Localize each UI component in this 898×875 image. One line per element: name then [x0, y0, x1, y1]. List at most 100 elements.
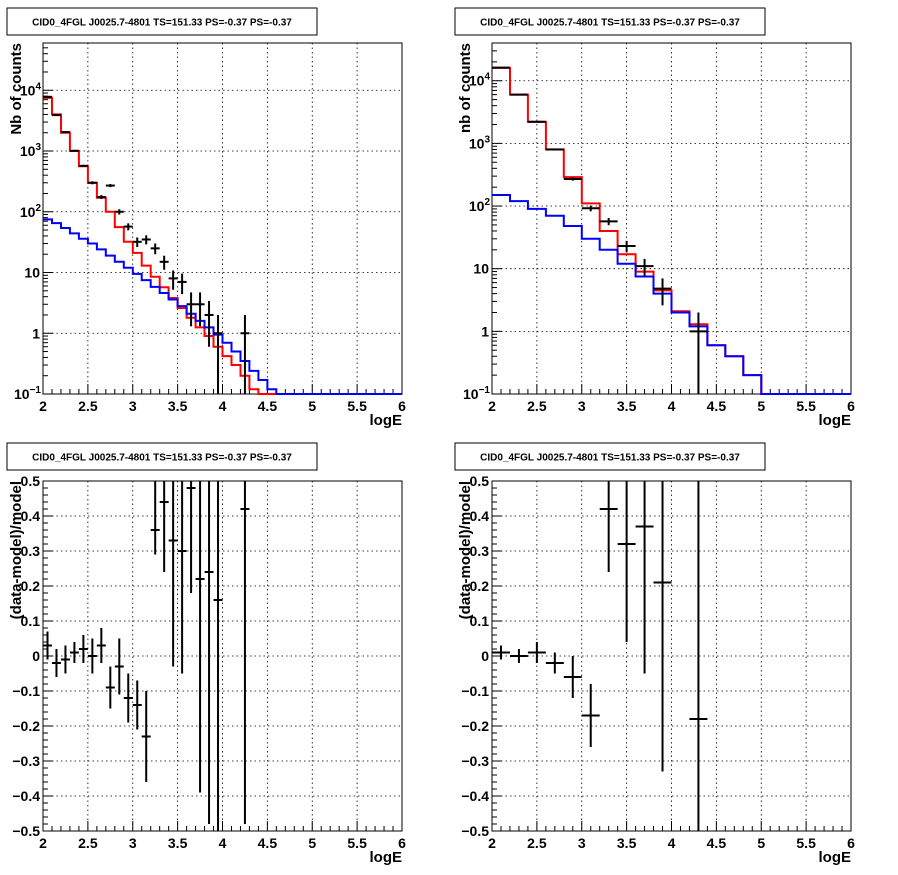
- chart-title: CID0_4FGL J0025.7-4801 TS=151.33 PS=-0.3…: [480, 18, 740, 29]
- model-background-histogram: [492, 194, 851, 395]
- y-tick-label: 0.1: [470, 613, 490, 629]
- x-axis: [491, 384, 852, 394]
- data-point: [123, 223, 133, 231]
- x-tick-label: 5: [308, 398, 316, 414]
- data-point: [132, 237, 142, 247]
- data-point: [78, 164, 88, 167]
- model-background-histogram: [43, 218, 402, 395]
- y-axis: [492, 480, 502, 832]
- data-points: [43, 95, 250, 394]
- data-point: [177, 273, 187, 295]
- data-point: [43, 95, 52, 98]
- y-tick-label: 0.2: [470, 578, 490, 594]
- x-tick-label: 2: [488, 835, 496, 851]
- x-tick-label: 5: [757, 835, 765, 851]
- title-box: [6, 7, 318, 36]
- grid: [43, 481, 402, 831]
- x-tick-label: 3: [578, 398, 586, 414]
- data-point: [195, 481, 205, 793]
- y-tick-label: 0: [481, 648, 489, 664]
- y-tick-label: −0.4: [461, 788, 489, 804]
- x-tick-label: 2.5: [78, 835, 98, 851]
- y-tick-label: −0.1: [12, 683, 40, 699]
- data-point: [96, 628, 106, 663]
- y-tick-label: 0.3: [21, 543, 41, 559]
- x-tick-label: 2: [39, 398, 47, 414]
- data-point: [51, 114, 61, 117]
- title-box: [454, 7, 766, 36]
- y-tick-label: 0.2: [21, 578, 41, 594]
- x-tick-label: 2: [488, 398, 496, 414]
- data-point: [69, 149, 79, 152]
- chart-panel-1: CID0_4FGL J0025.7-4801 TS=151.33 PS=-0.3…: [6, 7, 406, 429]
- data-point: [581, 205, 600, 212]
- data-point: [87, 638, 97, 674]
- data-points: [492, 66, 708, 394]
- y-tick-label: 1: [481, 323, 489, 339]
- chart-title: CID0_4FGL J0025.7-4801 TS=151.33 PS=-0.3…: [480, 453, 740, 464]
- data-point: [599, 217, 618, 226]
- data-point: [653, 278, 672, 306]
- data-point: [635, 258, 654, 276]
- data-point: [159, 481, 169, 572]
- x-tick-label: 4.5: [707, 398, 727, 414]
- data-point: [635, 481, 654, 674]
- x-tick-label: 5: [757, 398, 765, 414]
- x-tick-label: 6: [398, 835, 406, 851]
- chart-panel-2: CID0_4FGL J0025.7-4801 TS=151.33 PS=-0.3…: [454, 7, 855, 429]
- x-tick-label: 2: [39, 835, 47, 851]
- x-tick-label: 2.5: [527, 398, 547, 414]
- x-tick-label: 3: [578, 835, 586, 851]
- x-tick-label: 6: [847, 398, 855, 414]
- data-point: [150, 243, 160, 255]
- x-tick-label: 4.5: [258, 835, 278, 851]
- chart-title: CID0_4FGL J0025.7-4801 TS=151.33 PS=-0.3…: [32, 18, 292, 29]
- x-tick-label: 5: [308, 835, 316, 851]
- data-point: [132, 680, 142, 730]
- y-tick-label: 1: [32, 325, 40, 341]
- data-point: [492, 645, 510, 660]
- title-box: [454, 442, 766, 471]
- x-tick-label: 6: [847, 835, 855, 851]
- data-point: [141, 691, 151, 782]
- x-axis: [42, 821, 403, 831]
- x-tick-label: 5.5: [347, 398, 367, 414]
- x-axis-label: logE: [819, 412, 852, 429]
- data-point: [545, 652, 564, 674]
- data-point: [168, 270, 178, 290]
- x-tick-label: 5.5: [796, 398, 816, 414]
- data-point: [96, 195, 106, 200]
- data-point: [51, 649, 61, 677]
- data-point: [545, 148, 564, 151]
- y-tick-label: 103: [469, 134, 491, 151]
- x-tick-label: 4: [219, 398, 227, 414]
- x-axis-label: logE: [819, 849, 852, 866]
- y-tick-label: −0.4: [12, 788, 40, 804]
- data-point: [114, 209, 124, 215]
- data-point: [105, 666, 115, 709]
- data-point: [69, 642, 79, 663]
- data-points: [492, 481, 708, 831]
- data-point: [114, 638, 124, 695]
- x-tick-label: 3.5: [168, 398, 188, 414]
- data-point: [527, 642, 546, 663]
- chart-panel-3: CID0_4FGL J0025.7-4801 TS=151.33 PS=-0.3…: [6, 442, 406, 866]
- data-point: [150, 481, 160, 555]
- chart-panel-4: CID0_4FGL J0025.7-4801 TS=151.33 PS=-0.3…: [454, 442, 855, 866]
- y-tick-label: 103: [20, 142, 42, 159]
- x-tick-label: 6: [398, 398, 406, 414]
- y-tick-label: 102: [469, 197, 491, 214]
- y-tick-label: −0.5: [461, 823, 489, 839]
- x-tick-label: 4.5: [707, 835, 727, 851]
- y-tick-label: −0.2: [12, 718, 40, 734]
- y-axis: [492, 42, 502, 395]
- y-axis-label: nb of counts: [457, 43, 474, 133]
- grid: [492, 481, 851, 831]
- x-tick-label: 3.5: [617, 835, 637, 851]
- y-tick-label: 104: [20, 81, 42, 98]
- x-tick-label: 4: [668, 835, 676, 851]
- y-tick-label: −0.5: [12, 823, 40, 839]
- y-tick-label: 10: [473, 261, 489, 277]
- grid: [43, 43, 402, 394]
